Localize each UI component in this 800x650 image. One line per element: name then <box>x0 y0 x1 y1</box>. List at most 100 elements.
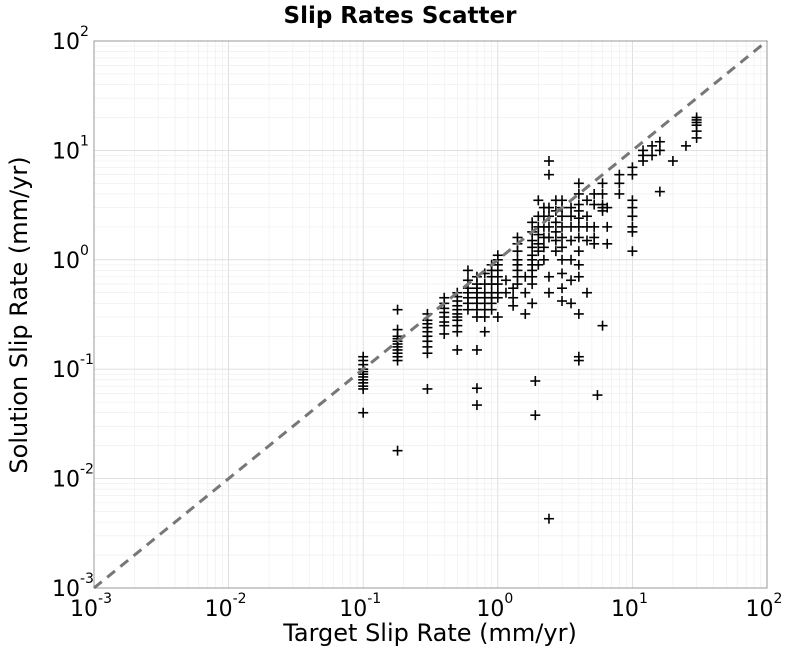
scatter-point <box>592 390 603 401</box>
scatter-point <box>479 326 490 337</box>
scatter-point <box>479 312 490 323</box>
scatter-point <box>543 221 554 232</box>
scatter-point <box>550 246 561 257</box>
scatter-point <box>422 383 433 394</box>
scatter-point <box>573 246 584 257</box>
scatter-point <box>680 140 691 151</box>
scatter-point <box>512 246 523 257</box>
scatter-point <box>627 202 638 213</box>
scatter-point <box>543 169 554 180</box>
scatter-point <box>533 246 544 257</box>
scatter-point <box>573 355 584 366</box>
y-tick-label: 101 <box>52 133 89 164</box>
scatter-point <box>582 287 593 298</box>
x-tick-label: 10-2 <box>205 591 247 622</box>
y-tick-label: 10-2 <box>52 462 94 493</box>
y-axis-ticks: 10-3 10-2 10-1 100 101 102 <box>52 24 94 602</box>
y-tick-label: 102 <box>52 24 89 55</box>
scatter-point <box>543 271 554 282</box>
scatter-point <box>530 376 541 387</box>
scatter-point <box>566 202 577 213</box>
scatter-point <box>527 217 538 228</box>
scatter-point <box>533 259 544 270</box>
scatter-point <box>557 296 568 307</box>
scatter-point <box>462 265 473 276</box>
scatter-point <box>573 259 584 270</box>
scatter-point <box>597 320 608 331</box>
scatter-point <box>471 400 482 411</box>
scatter-point <box>614 178 625 189</box>
scatter-point <box>691 132 702 143</box>
x-tick-label: 100 <box>476 591 513 622</box>
scatter-point <box>638 156 649 167</box>
scatter-point <box>533 229 544 240</box>
scatter-point <box>654 145 665 156</box>
y-axis-label: Solution Slip Rate (mm/yr) <box>5 156 33 473</box>
scatter-point <box>550 226 561 237</box>
x-axis-ticks: 10-3 10-2 10-1 100 101 102 <box>70 591 782 622</box>
scatter-point <box>358 383 369 394</box>
scatter-point <box>557 268 568 279</box>
plot-frame <box>93 40 768 589</box>
scatter-point <box>566 211 577 222</box>
scatter-point <box>512 279 523 290</box>
scatter-point <box>667 156 678 167</box>
scatter-point <box>566 235 577 246</box>
scatter-point <box>602 221 613 232</box>
scatter-point <box>543 156 554 167</box>
scatter-point <box>614 188 625 199</box>
scatter-point <box>647 150 658 161</box>
scatter-point <box>492 292 503 303</box>
scatter-point <box>543 202 554 213</box>
scatter-point <box>508 300 519 311</box>
scatter-point <box>462 304 473 315</box>
scatter-point <box>471 344 482 355</box>
x-axis-label: Target Slip Rate (mm/yr) <box>282 619 577 647</box>
y-tick-label: 10-1 <box>52 352 94 383</box>
scatter-point <box>573 188 584 199</box>
scatter-point <box>543 232 554 243</box>
scatter-point <box>452 344 463 355</box>
scatter-point <box>627 246 638 257</box>
scatter-point <box>573 271 584 282</box>
scatter-point <box>538 242 549 253</box>
reference-diagonal-line <box>93 39 768 590</box>
scatter-point <box>557 242 568 253</box>
scatter-point <box>566 254 577 265</box>
scatter-point <box>573 178 584 189</box>
scatter-point <box>527 279 538 290</box>
scatter-point <box>573 213 584 224</box>
scatter-point <box>589 188 600 199</box>
scatter-point <box>627 169 638 180</box>
scatter-point <box>582 195 593 206</box>
x-tick-label: 101 <box>611 591 648 622</box>
scatter-point <box>543 287 554 298</box>
scatter-point <box>557 211 568 222</box>
scatter-point <box>573 308 584 319</box>
scatter-point <box>422 348 433 359</box>
scatter-point <box>597 178 608 189</box>
scatter-point <box>557 254 568 265</box>
scatter-point <box>439 328 450 339</box>
scatter-point <box>627 226 638 237</box>
scatter-point <box>530 410 541 421</box>
x-tick-label: 10-1 <box>339 591 381 622</box>
scatter-point <box>538 254 549 265</box>
scatter-point <box>492 312 503 323</box>
scatter-point <box>520 308 531 319</box>
scatter-point <box>597 188 608 199</box>
scatter-point <box>358 407 369 418</box>
scatter-point <box>557 232 568 243</box>
scatter-point <box>533 195 544 206</box>
scatter-points <box>358 112 702 524</box>
scatter-point <box>627 211 638 222</box>
scatter-point <box>527 298 538 309</box>
scatter-point <box>500 275 511 286</box>
scatter-point <box>508 283 519 294</box>
x-tick-label: 102 <box>746 591 783 622</box>
scatter-point <box>566 298 577 309</box>
scatter-point <box>500 287 511 298</box>
scatter-point <box>392 304 403 315</box>
scatter-point <box>452 326 463 337</box>
